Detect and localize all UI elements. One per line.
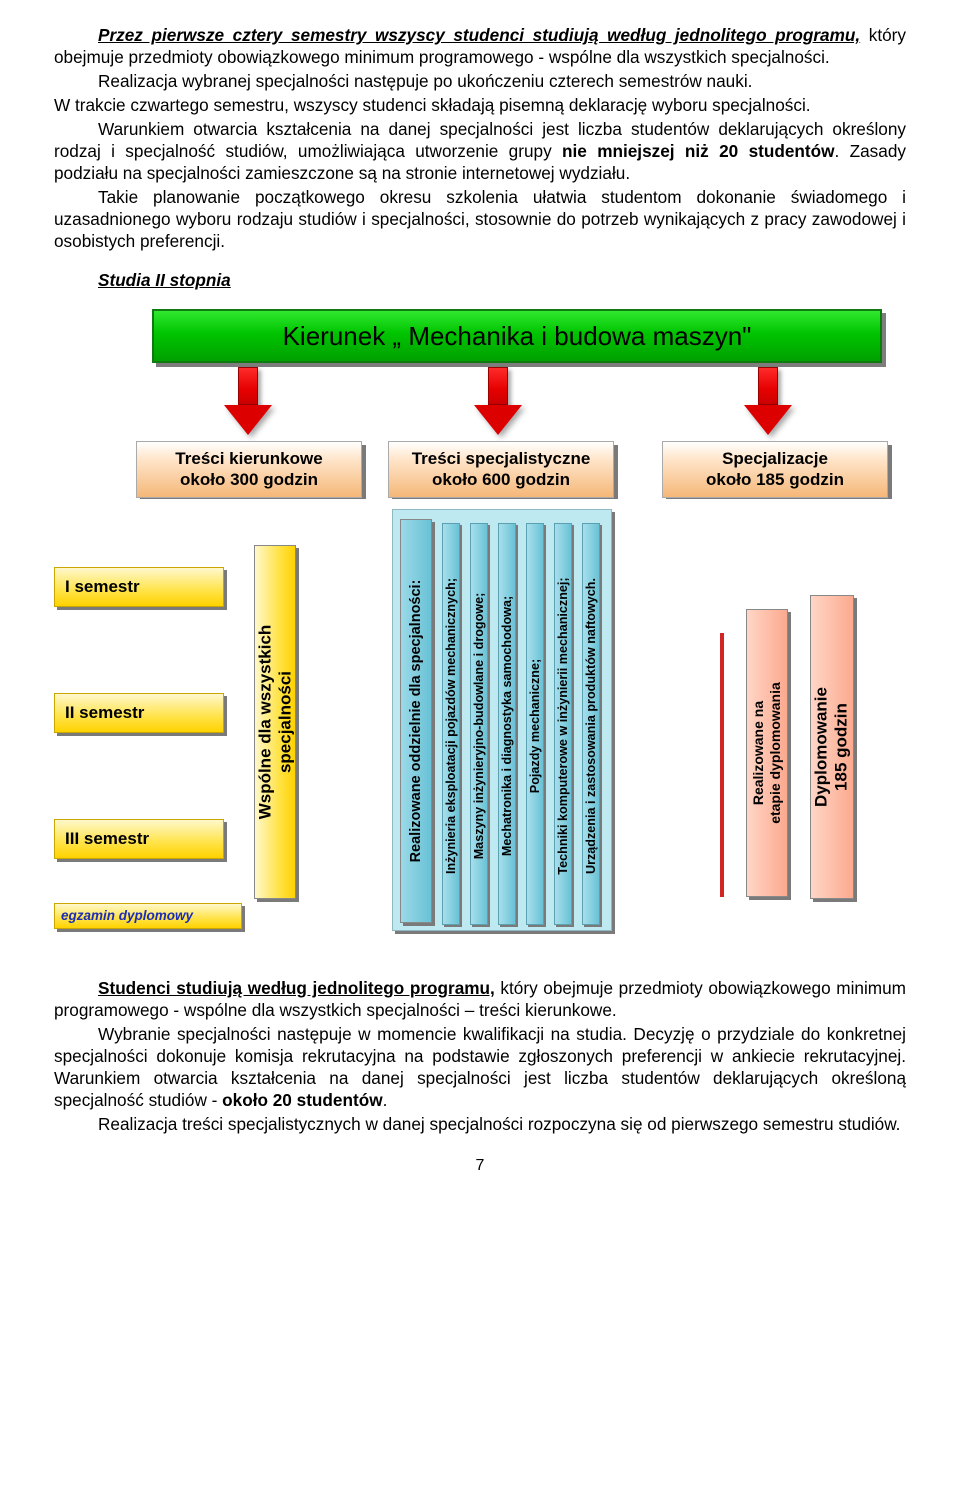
exam-box: egzamin dyplomowy <box>54 903 242 929</box>
spec-bar-label-0: Inżynieria eksploatacji pojazdów mechani… <box>444 578 458 874</box>
arrow-0 <box>224 367 272 435</box>
semester-2: III semestr <box>54 819 224 859</box>
topbox-2: Specjalizacjeokoło 185 godzin <box>662 441 888 498</box>
p1-lead: Przez pierwsze cztery semestry wszyscy s… <box>98 25 860 45</box>
spec-bar-label-2: Mechatronika i diagnostyka samochodowa; <box>500 596 514 856</box>
b2a: Wybranie specjalności następuje w momenc… <box>54 1024 906 1110</box>
page-number: 7 <box>54 1157 906 1175</box>
bpara-1: Studenci studiują według jednolitego pro… <box>54 977 906 1021</box>
arrow-1 <box>474 367 522 435</box>
para-4: Warunkiem otwarcia kształcenia na danej … <box>54 118 906 184</box>
para-1: Przez pierwsze cztery semestry wszyscy s… <box>54 24 906 68</box>
topbox-0: Treści kierunkoweokoło 300 godzin <box>136 441 362 498</box>
diagram-banner: Kierunek „ Mechanika i budowa maszyn" <box>152 309 882 363</box>
topbox-1: Treści specjalistyczneokoło 600 godzin <box>388 441 614 498</box>
diagram: Kierunek „ Mechanika i budowa maszyn" Tre… <box>54 309 906 949</box>
para-3: W trakcie czwartego semestru, wszyscy st… <box>54 94 906 116</box>
p5-text: Takie planowanie początkowego okresu szk… <box>54 187 906 251</box>
p4b: nie mniejszej niż 20 studentów <box>562 141 834 161</box>
spec-bar-label-1: Maszyny inżynieryjno-budowlane i drogowe… <box>472 593 486 860</box>
spec-bar-label-5: Urządzenia i zastosowania produktów naft… <box>584 578 598 874</box>
para-2: Realizacja wybranej specjalności następu… <box>54 70 906 92</box>
col-realizowane: Realizowane naetapie dyplomowania <box>746 609 788 897</box>
b3-text: Realizacja treści specjalistycznych w da… <box>98 1114 900 1134</box>
spec-bar-label-4: Techniki komputerowe w inżynierii mechan… <box>556 578 570 875</box>
arrow-2 <box>744 367 792 435</box>
red-line <box>720 633 724 897</box>
col-spec-label: Realizowane oddzielnie dla specjalności: <box>400 519 432 923</box>
spec-bar-label-3: Pojazdy mechaniczne; <box>528 659 542 793</box>
heading-studia: Studia II stopnia <box>98 270 906 291</box>
b2c: . <box>383 1090 388 1110</box>
semester-0: I semestr <box>54 567 224 607</box>
semester-1: II semestr <box>54 693 224 733</box>
b2b: około 20 studentów <box>222 1090 382 1110</box>
para-5: Takie planowanie początkowego okresu szk… <box>54 186 906 252</box>
col-common: Wspólne dla wszystkichspecjalności <box>254 545 296 899</box>
bpara-3: Realizacja treści specjalistycznych w da… <box>54 1113 906 1135</box>
bpara-2: Wybranie specjalności następuje w momenc… <box>54 1023 906 1111</box>
b1a: Studenci studiują według jednolitego pro… <box>98 978 495 998</box>
col-dyplomowanie: Dyplomowanie185 godzin <box>810 595 854 899</box>
p3-text: W trakcie czwartego semestru, wszyscy st… <box>54 95 811 115</box>
p2-text: Realizacja wybranej specjalności następu… <box>98 71 752 91</box>
